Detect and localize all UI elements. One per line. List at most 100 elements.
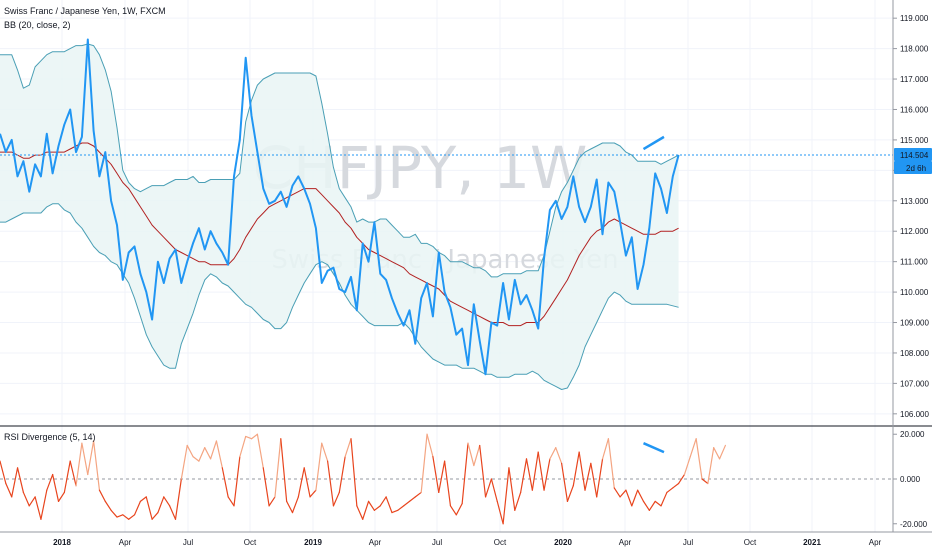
rsi-segment [286,500,294,514]
rsi-segment [274,438,282,498]
rsi-segment [16,467,24,494]
rsi-segment [104,500,112,511]
last-price-badge-bg [894,148,932,162]
rsi-segment [502,467,510,525]
rsi-segment [338,456,346,494]
rsi-segment [461,442,469,505]
rsi-segment [473,444,481,467]
rsi-segment [601,438,610,460]
bollinger-lower-band[interactable] [0,203,679,390]
rsi-segment [332,491,340,507]
rsi-segment [362,500,370,520]
rsi-segment [116,514,124,518]
time-tick-label: Jul [683,538,693,547]
rsi-segment [514,491,522,511]
rsi-divergence-line[interactable] [0,433,727,525]
rsi-segment [379,496,387,507]
price-tick-label: 108.000 [900,349,929,358]
rsi-segment [250,433,258,440]
rsi-segment [631,489,639,507]
rsi-segment [490,478,498,502]
rsi-segment [701,478,709,485]
price-line[interactable] [0,38,680,376]
rsi-segment [22,491,30,507]
rsi-segment [432,456,440,494]
rsi-segment [139,496,147,502]
bollinger-basis-line[interactable] [0,142,679,327]
time-tick-label: Jul [432,538,442,547]
rsi-segment [204,447,212,460]
rsi-segment [87,440,95,476]
last-price-badge: 114.504 2d 6h [894,148,932,175]
rsi-segment [484,478,492,498]
bollinger-upper-band[interactable] [0,43,679,278]
rsi-indicator-label[interactable]: RSI Divergence (5, 14) [4,432,96,442]
rsi-segment [57,491,65,502]
rsi-segment [268,496,276,507]
rsi-segment [227,496,235,507]
price-tick-label: 116.000 [900,105,929,114]
rsi-segment [327,460,335,507]
rsi-segment [666,487,674,494]
last-price-value: 114.504 [900,151,929,160]
rsi-segment [245,435,253,440]
indicator-label[interactable]: BB (20, close, 2) [4,20,71,30]
rsi-segment [385,496,393,514]
rsi-tick-label: 0.000 [900,475,921,484]
price-tick-label: 107.000 [900,379,929,388]
price-divergence-line[interactable] [642,135,665,151]
chart-title[interactable]: Swiss Franc / Japanese Yen, 1W, FXCM [4,6,166,16]
time-tick-label: Apr [119,538,132,547]
rsi-segment [449,505,457,516]
rsi-divergence-trend-line[interactable] [642,442,665,454]
rsi-segment [210,440,218,460]
price-tick-label: 118.000 [900,45,929,54]
rsi-segment [0,460,7,485]
rsi-segment [444,460,452,507]
rsi-segment [169,505,177,520]
rsi-segment [677,473,686,485]
rsi-segment [619,489,627,498]
rsi-segment [625,489,633,507]
rsi-segment [560,462,569,502]
rsi-segment [75,442,83,487]
rsi-segment [397,505,405,511]
rsi-segment [672,482,680,489]
rsi-segment [309,489,317,498]
time-tick-label: Jul [183,538,193,547]
time-tick-label: Apr [869,538,882,547]
rsi-segment [350,438,358,507]
rsi-segment [98,489,106,502]
rsi-tick-label: -20.000 [900,520,928,529]
rsi-segment [133,500,141,516]
rsi-segment [531,451,539,491]
rsi-segment [683,456,691,476]
rsi-segment [192,456,200,462]
rsi-segment [596,458,604,498]
price-tick-label: 112.000 [900,227,929,236]
rsi-segment [479,444,487,498]
rsi-segment [689,438,697,458]
rsi-segment [566,485,574,502]
rsi-segment [151,511,159,520]
rsi-segment [28,496,36,507]
rsi-segment [426,433,434,458]
rsi-segment [660,491,668,507]
time-tick-label: Apr [369,538,382,547]
rsi-segment [613,487,621,498]
rsi-segment [5,482,13,498]
rsi-segment [356,505,364,520]
rsi-axis[interactable]: 20.000 0.000 -20.000 [893,430,928,529]
price-axis[interactable]: 119.000118.000117.000116.000115.000114.0… [893,14,929,419]
rsi-segment [128,514,136,520]
rsi-segment [52,473,60,502]
time-axis[interactable]: 2018 Apr Jul Oct 2019 Apr Jul Oct 2020 Apr Jul Oct 2… [53,538,881,547]
rsi-segment [81,442,89,476]
rsi-segment [414,491,422,498]
rsi-segment [198,447,206,462]
rsi-segment [163,496,171,507]
rsi-segment [34,496,42,520]
rsi-segment [642,500,650,511]
rsi-tick-label: 20.000 [900,430,925,439]
